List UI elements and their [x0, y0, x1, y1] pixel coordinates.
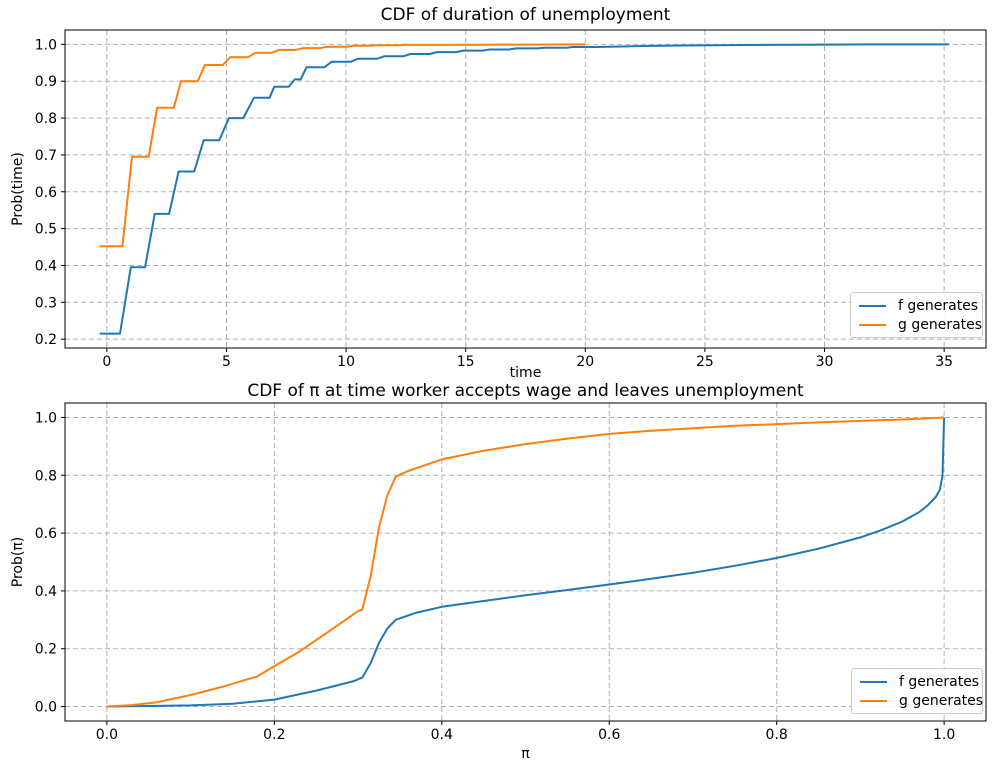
chart1-ylabel: Prob(time) — [10, 152, 26, 226]
legend-entry-g: g generates — [860, 693, 983, 709]
y-tick-label: 0.2 — [35, 642, 57, 658]
legend-line-g-icon — [859, 324, 886, 326]
y-tick-label: 0.8 — [35, 468, 57, 484]
axes-spines — [64, 402, 987, 722]
chart2-xlabel: π — [521, 746, 530, 762]
x-tick-label: 35 — [935, 354, 953, 370]
chart1-legend: f generates g generates — [850, 292, 983, 338]
y-tick-label: 0.4 — [35, 584, 57, 600]
x-tick-label: 0.2 — [263, 727, 285, 743]
chart2-legend: f generates g generates — [851, 668, 983, 714]
legend-line-f-icon — [860, 681, 887, 683]
x-tick-label: 0 — [102, 354, 111, 370]
x-tick-label: 10 — [337, 354, 355, 370]
legend-label-f: f generates — [899, 674, 980, 690]
y-tick-label: 0.2 — [35, 332, 57, 348]
chart2-title: CDF of π at time worker accepts wage and… — [247, 381, 804, 401]
chart1-title: CDF of duration of unemployment — [380, 5, 671, 25]
y-tick-label: 0.3 — [35, 295, 57, 311]
chart2-ylabel: Prob(π) — [10, 536, 26, 588]
series-line-f — [106, 417, 946, 708]
y-tick-label: 0.8 — [35, 111, 57, 127]
legend-entry-g: g generates — [859, 317, 982, 333]
x-tick-label: 1.0 — [933, 727, 955, 743]
chart1-xlabel: time — [509, 365, 542, 381]
y-tick-label: 0.4 — [35, 258, 57, 274]
x-tick-label: 20 — [576, 354, 594, 370]
legend-label-g: g generates — [899, 693, 984, 709]
x-tick-label: 0.8 — [766, 727, 788, 743]
y-tick-label: 0.7 — [35, 148, 57, 164]
x-tick-label: 30 — [816, 354, 834, 370]
x-tick-label: 15 — [457, 354, 475, 370]
y-tick-label: 0.5 — [35, 222, 57, 238]
y-tick-label: 0.0 — [35, 700, 57, 716]
series-line-f — [99, 43, 949, 335]
y-tick-label: 0.9 — [35, 74, 57, 90]
y-tick-label: 0.6 — [35, 185, 57, 201]
series-line-g — [106, 416, 945, 708]
y-tick-label: 1.0 — [35, 37, 57, 53]
legend-label-f: f generates — [898, 298, 979, 314]
x-tick-label: 0.6 — [598, 727, 620, 743]
y-tick-label: 0.6 — [35, 526, 57, 542]
y-tick-label: 1.0 — [35, 410, 57, 426]
legend-line-f-icon — [859, 305, 886, 307]
legend-label-g: g generates — [898, 317, 983, 333]
axes-spines — [64, 29, 987, 349]
x-tick-label: 25 — [696, 354, 714, 370]
legend-entry-f: f generates — [859, 298, 978, 314]
x-tick-label: 0.4 — [431, 727, 453, 743]
series-line-g — [99, 43, 586, 248]
x-tick-label: 0.0 — [96, 727, 118, 743]
legend-entry-f: f generates — [860, 674, 979, 690]
x-tick-label: 5 — [222, 354, 231, 370]
legend-line-g-icon — [860, 700, 887, 702]
